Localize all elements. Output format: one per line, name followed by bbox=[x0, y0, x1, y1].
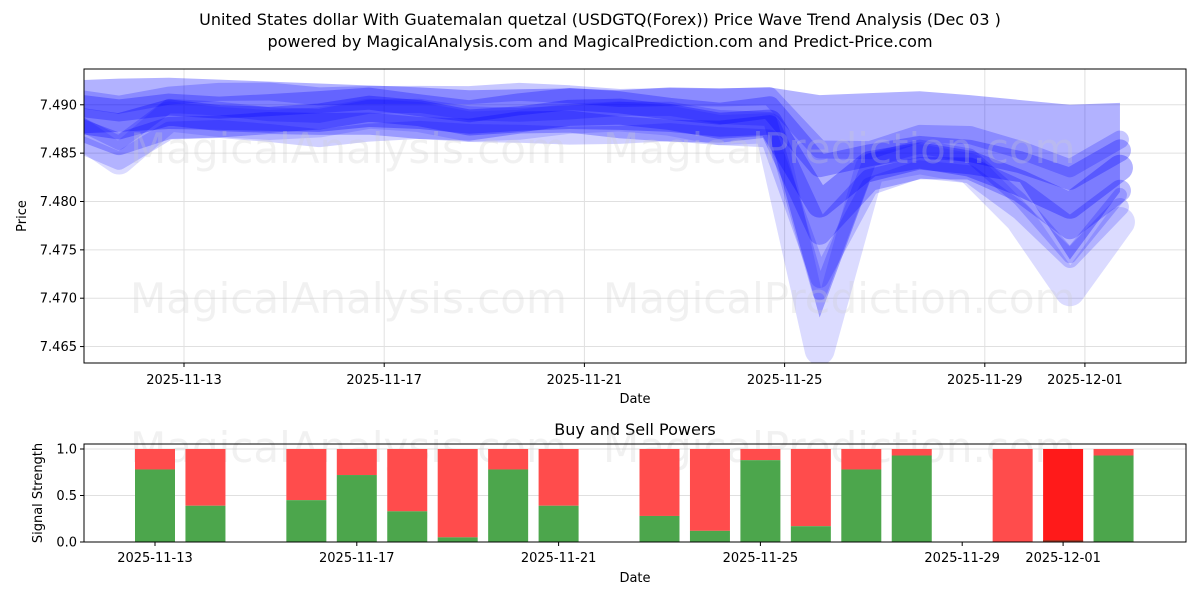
chart-title: United States dollar With Guatemalan que… bbox=[199, 10, 1001, 29]
y-tick-label: 7.470 bbox=[40, 292, 77, 307]
watermark-text: MagicalAnalysis.com bbox=[130, 274, 567, 323]
buy-bar bbox=[790, 526, 831, 542]
buy-bar bbox=[639, 515, 680, 542]
sell-bar bbox=[1093, 449, 1134, 456]
buy-bar bbox=[689, 530, 730, 542]
buy-bar bbox=[185, 505, 226, 542]
sell-bar bbox=[538, 449, 579, 506]
buy-bar bbox=[1043, 540, 1084, 542]
price-y-label: Price bbox=[15, 200, 30, 232]
y-tick-label: 0.5 bbox=[56, 489, 77, 504]
sell-bar bbox=[639, 449, 680, 516]
watermark-text: MagicalPrediction.com bbox=[603, 274, 1076, 323]
sell-bar bbox=[790, 449, 831, 527]
watermark-text: MagicalPrediction.com bbox=[603, 124, 1076, 173]
y-tick-label: 7.465 bbox=[40, 340, 77, 355]
wave-line bbox=[84, 110, 1131, 245]
x-tick-label: 2025-11-13 bbox=[117, 551, 193, 566]
x-tick-label: 2025-11-21 bbox=[521, 551, 597, 566]
buy-sell-y-label: Signal Strength bbox=[31, 443, 46, 543]
x-tick-label: 2025-11-21 bbox=[547, 373, 623, 388]
price-grid bbox=[84, 69, 1186, 363]
buy-bar bbox=[891, 455, 932, 542]
sell-bar bbox=[437, 449, 478, 538]
sell-bar bbox=[336, 449, 377, 476]
buy-bar bbox=[387, 511, 428, 542]
sell-bar bbox=[689, 449, 730, 531]
buy-bar bbox=[286, 500, 327, 542]
watermark-text: MagicalAnalysis.com bbox=[130, 124, 567, 173]
sell-bar bbox=[488, 449, 529, 470]
sell-bar bbox=[185, 449, 226, 506]
wave-bands bbox=[84, 77, 1135, 363]
x-tick-label: 2025-11-13 bbox=[146, 373, 222, 388]
buy-sell-title: Buy and Sell Powers bbox=[554, 420, 716, 439]
y-tick-label: 7.490 bbox=[40, 98, 77, 113]
sell-bar bbox=[740, 449, 781, 461]
wave-band bbox=[84, 77, 1120, 318]
y-tick-label: 1.0 bbox=[56, 443, 77, 458]
price-chart: MagicalAnalysis.com MagicalPrediction.co… bbox=[15, 68, 1187, 407]
x-tick-label: 2025-11-17 bbox=[319, 551, 395, 566]
sell-bar bbox=[891, 449, 932, 456]
buy-bar bbox=[740, 460, 781, 542]
x-tick-label: 2025-11-25 bbox=[747, 373, 823, 388]
wave-line bbox=[84, 98, 1127, 301]
buy-sell-x-label: Date bbox=[619, 571, 650, 586]
buy-bar bbox=[336, 475, 377, 542]
buy-bar bbox=[488, 469, 529, 542]
sell-bar bbox=[841, 449, 882, 470]
x-tick-label: 2025-12-01 bbox=[1025, 551, 1101, 566]
buy-bar bbox=[1093, 455, 1134, 542]
buy-sell-x-axis: 2025-11-13 2025-11-17 2025-11-21 2025-11-25… bbox=[117, 542, 1101, 566]
y-tick-label: 7.480 bbox=[40, 195, 77, 210]
buy-sell-axes-frame bbox=[83, 443, 1187, 543]
buy-sell-chart: Buy and Sell Powers MagicalAnalysis.com … bbox=[31, 420, 1187, 586]
buy-bar bbox=[135, 469, 175, 542]
wave-line bbox=[84, 82, 1129, 178]
wave-line bbox=[84, 87, 1131, 190]
price-x-label: Date bbox=[619, 392, 650, 407]
y-tick-label: 0.0 bbox=[56, 536, 77, 551]
x-tick-label: 2025-11-17 bbox=[346, 373, 422, 388]
price-y-axis: 7.465 7.470 7.475 7.480 7.485 7.490 bbox=[40, 98, 84, 355]
x-tick-label: 2025-11-29 bbox=[924, 551, 1000, 566]
wave-line bbox=[84, 119, 1129, 288]
sell-bar bbox=[1043, 449, 1084, 542]
buy-bar bbox=[538, 505, 579, 542]
x-tick-label: 2025-11-29 bbox=[947, 373, 1023, 388]
chart-subtitle: powered by MagicalAnalysis.com and Magic… bbox=[267, 32, 933, 51]
price-x-axis: 2025-11-13 2025-11-17 2025-11-21 2025-11-25… bbox=[146, 363, 1123, 388]
sell-bar bbox=[387, 449, 428, 512]
x-tick-label: 2025-11-25 bbox=[723, 551, 799, 566]
buy-sell-y-axis: 0.0 0.5 1.0 bbox=[56, 443, 84, 551]
buy-bar bbox=[437, 537, 478, 542]
sell-bar bbox=[992, 449, 1033, 542]
buy-sell-bars bbox=[135, 449, 1134, 542]
sell-bar bbox=[286, 449, 327, 501]
wave-line bbox=[84, 98, 1135, 363]
y-tick-label: 7.475 bbox=[40, 243, 77, 258]
y-tick-label: 7.485 bbox=[40, 147, 77, 162]
price-axes-frame bbox=[83, 68, 1187, 364]
wave-line bbox=[84, 95, 1133, 219]
buy-bar bbox=[841, 469, 882, 542]
sell-bar bbox=[135, 449, 175, 470]
x-tick-label: 2025-12-01 bbox=[1047, 373, 1123, 388]
